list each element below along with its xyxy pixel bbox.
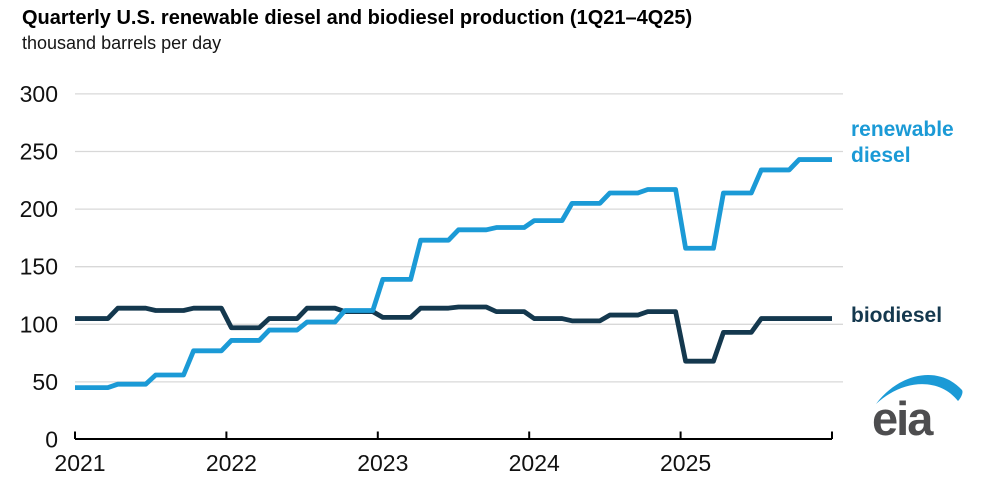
series-label-renewable-diesel: renewable diesel [851, 118, 954, 167]
x-axis-label-2023: 2023 [357, 450, 408, 476]
x-axis-label-2025: 2025 [660, 450, 711, 476]
chart-subtitle: thousand barrels per day [22, 33, 222, 53]
series-label-biodiesel: biodiesel [851, 304, 943, 327]
eia-logo-graphic: eia [872, 375, 963, 445]
eia-logo: eia [866, 364, 966, 445]
y-axis-label-0: 0 [45, 427, 58, 453]
y-axis-label-300: 300 [20, 81, 58, 107]
x-axis-label-2021: 2021 [54, 450, 105, 476]
y-axis-label-150: 150 [20, 254, 58, 280]
series-line-renewable-diesel [75, 157, 832, 391]
y-axis-label-100: 100 [20, 311, 58, 337]
chart-title: Quarterly U.S. renewable diesel and biod… [22, 7, 693, 29]
x-axis-label-2022: 2022 [206, 450, 257, 476]
x-axis-label-2024: 2024 [509, 450, 560, 476]
y-axis-label-250: 250 [20, 139, 58, 165]
eia-logo-swoosh [876, 375, 963, 404]
y-axis-label-200: 200 [20, 196, 58, 222]
y-axis-label-50: 50 [32, 369, 58, 395]
series-line-biodiesel [75, 304, 832, 364]
eia-logo-text: eia [872, 392, 934, 440]
